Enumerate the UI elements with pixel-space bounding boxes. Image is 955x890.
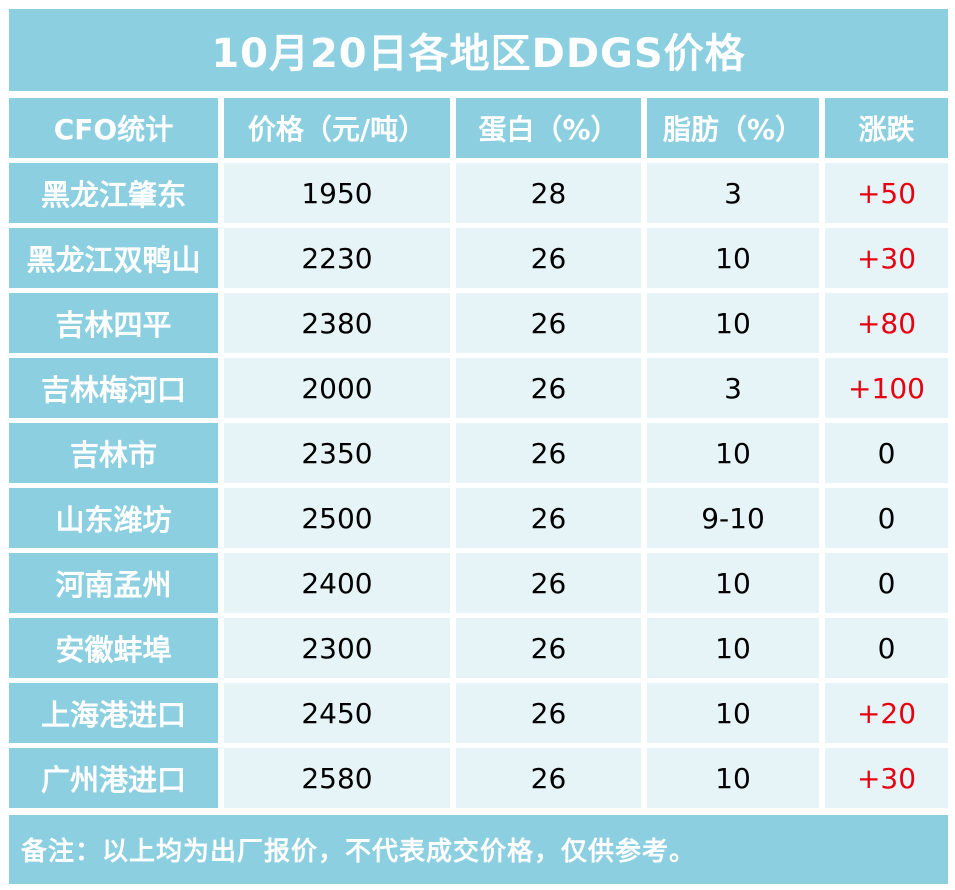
fat-cell: 3 xyxy=(647,163,819,223)
header-price: 价格（元/吨） xyxy=(224,98,450,158)
price-cell: 2400 xyxy=(224,553,450,613)
region-cell: 吉林四平 xyxy=(9,293,218,353)
change-cell: +30 xyxy=(825,228,948,288)
protein-cell: 26 xyxy=(456,293,641,353)
region-cell: 黑龙江双鸭山 xyxy=(9,228,218,288)
protein-cell: 26 xyxy=(456,228,641,288)
region-cell: 广州港进口 xyxy=(9,748,218,808)
fat-cell: 10 xyxy=(647,228,819,288)
table-row: 吉林四平 2380 26 10 +80 xyxy=(9,293,948,353)
table-row: 广州港进口 2580 26 10 +30 xyxy=(9,748,948,808)
header-protein: 蛋白（%） xyxy=(456,98,641,158)
table-row: 吉林梅河口 2000 26 3 +100 xyxy=(9,358,948,418)
region-cell: 上海港进口 xyxy=(9,683,218,743)
protein-cell: 26 xyxy=(456,358,641,418)
fat-cell: 10 xyxy=(647,423,819,483)
table-row: 吉林市 2350 26 10 0 xyxy=(9,423,948,483)
region-cell: 吉林市 xyxy=(9,423,218,483)
protein-cell: 28 xyxy=(456,163,641,223)
price-cell: 1950 xyxy=(224,163,450,223)
price-cell: 2580 xyxy=(224,748,450,808)
change-cell: +80 xyxy=(825,293,948,353)
protein-cell: 26 xyxy=(456,748,641,808)
change-cell: 0 xyxy=(825,553,948,613)
region-cell: 河南孟州 xyxy=(9,553,218,613)
header-fat: 脂肪（%） xyxy=(647,98,819,158)
protein-cell: 26 xyxy=(456,553,641,613)
region-cell: 吉林梅河口 xyxy=(9,358,218,418)
price-cell: 2230 xyxy=(224,228,450,288)
price-cell: 2500 xyxy=(224,488,450,548)
table-row: 黑龙江双鸭山 2230 26 10 +30 xyxy=(9,228,948,288)
table-row: 山东潍坊 2500 26 9-10 0 xyxy=(9,488,948,548)
region-cell: 黑龙江肇东 xyxy=(9,163,218,223)
region-cell: 安徽蚌埠 xyxy=(9,618,218,678)
change-cell: 0 xyxy=(825,488,948,548)
fat-cell: 10 xyxy=(647,748,819,808)
region-cell: 山东潍坊 xyxy=(9,488,218,548)
fat-cell: 10 xyxy=(647,683,819,743)
change-cell: 0 xyxy=(825,423,948,483)
price-cell: 2380 xyxy=(224,293,450,353)
footnote: 备注：以上均为出厂报价，不代表成交价格，仅供参考。 xyxy=(9,815,948,884)
table-row: 安徽蚌埠 2300 26 10 0 xyxy=(9,618,948,678)
fat-cell: 10 xyxy=(647,293,819,353)
header-row: CFO统计 价格（元/吨） 蛋白（%） 脂肪（%） 涨跌 xyxy=(9,98,948,158)
protein-cell: 26 xyxy=(456,618,641,678)
table-row: 河南孟州 2400 26 10 0 xyxy=(9,553,948,613)
page-title: 10月20日各地区DDGS价格 xyxy=(9,9,948,91)
change-cell: +100 xyxy=(825,358,948,418)
protein-cell: 26 xyxy=(456,423,641,483)
header-source: CFO统计 xyxy=(9,98,218,158)
price-cell: 2350 xyxy=(224,423,450,483)
price-cell: 2000 xyxy=(224,358,450,418)
change-cell: 0 xyxy=(825,618,948,678)
protein-cell: 26 xyxy=(456,683,641,743)
table-row: 上海港进口 2450 26 10 +20 xyxy=(9,683,948,743)
fat-cell: 10 xyxy=(647,553,819,613)
change-cell: +30 xyxy=(825,748,948,808)
change-cell: +20 xyxy=(825,683,948,743)
ddgs-price-table: 10月20日各地区DDGS价格 CFO统计 价格（元/吨） 蛋白（%） 脂肪（%… xyxy=(4,4,949,886)
price-cell: 2300 xyxy=(224,618,450,678)
fat-cell: 9-10 xyxy=(647,488,819,548)
change-cell: +50 xyxy=(825,163,948,223)
price-cell: 2450 xyxy=(224,683,450,743)
fat-cell: 10 xyxy=(647,618,819,678)
fat-cell: 3 xyxy=(647,358,819,418)
protein-cell: 26 xyxy=(456,488,641,548)
header-change: 涨跌 xyxy=(825,98,948,158)
table-row: 黑龙江肇东 1950 28 3 +50 xyxy=(9,163,948,223)
